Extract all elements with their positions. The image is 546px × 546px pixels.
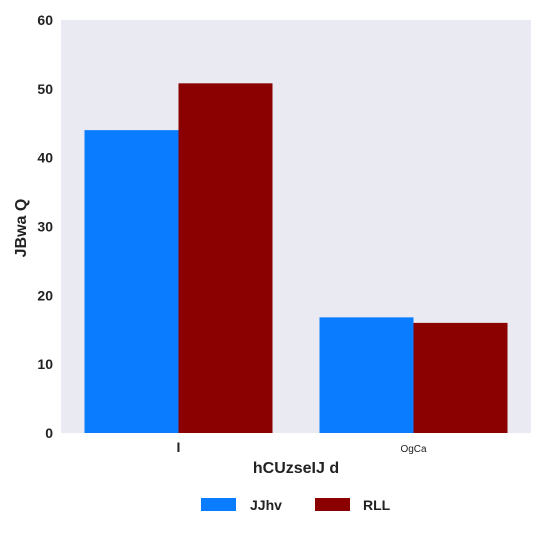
bar-rll-2 [413,322,508,433]
y-tick-label: 20 [37,287,53,303]
bar-jjhv-1 [84,130,179,433]
y-tick-label: 50 [37,81,53,97]
legend-swatch-jjhv [201,498,236,511]
y-axis-label: JBwa Q [13,199,30,258]
y-tick-label: 10 [37,356,53,372]
y-tick-label: 0 [45,425,53,441]
x-axis-label: hCUzseIJ d [253,460,339,477]
bar-rll-1 [178,83,273,434]
x-tick-label: I [177,439,181,455]
y-axis-ticks: 0 10 20 30 40 50 60 [37,12,53,441]
bar-jjhv-2 [319,317,414,433]
legend-swatch-rll [315,498,350,511]
x-axis-ticks: I OgCa [177,439,427,455]
bars [84,83,508,434]
legend: JJhv RLL [201,497,391,513]
y-tick-label: 60 [37,12,53,28]
y-tick-label: 40 [37,150,53,166]
legend-label-jjhv: JJhv [250,497,282,513]
y-tick-label: 30 [37,219,53,235]
x-tick-label: OgCa [400,444,427,455]
legend-label-rll: RLL [363,497,391,513]
